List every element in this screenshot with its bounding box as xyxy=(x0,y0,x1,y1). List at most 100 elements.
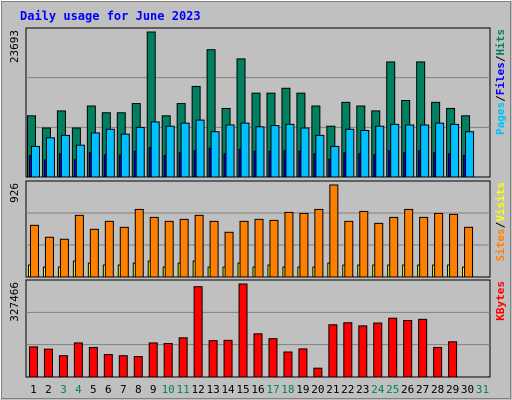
chart-panels: 23693Pages/Files/Hits926Sites/Visits3274… xyxy=(8,27,507,378)
bar-pages xyxy=(255,126,265,178)
bar-pages xyxy=(150,121,160,178)
day-label: 1 xyxy=(30,383,37,396)
bar-kbytes xyxy=(433,346,443,378)
bar-sites xyxy=(89,228,99,278)
legend-entry: Hits xyxy=(494,29,507,56)
day-label: 25 xyxy=(386,383,399,396)
day-label: 30 xyxy=(461,383,474,396)
bar-pages xyxy=(105,128,115,178)
day-label: 12 xyxy=(192,383,205,396)
legend-entry: / xyxy=(494,95,507,102)
bar-pages xyxy=(240,122,250,178)
bar-sites xyxy=(269,219,279,278)
bar-kbytes xyxy=(268,338,278,378)
day-label: 13 xyxy=(206,383,219,396)
day-label: 2 xyxy=(45,383,52,396)
chart-title: Daily usage for June 2023 xyxy=(20,9,201,23)
bar-pages xyxy=(300,127,310,178)
bar-sites xyxy=(239,220,249,278)
day-label: 19 xyxy=(296,383,309,396)
bar-pages xyxy=(465,131,475,178)
bar-pages xyxy=(405,124,415,178)
bar-pages xyxy=(450,123,460,178)
bar-kbytes xyxy=(253,333,263,378)
bar-pages xyxy=(390,123,400,178)
bar-pages xyxy=(315,134,325,178)
bar-sites xyxy=(329,184,339,278)
visits-panel: 926 Sites/Visits xyxy=(8,180,507,278)
series-sites xyxy=(29,184,474,278)
y-max-label: 23693 xyxy=(8,30,21,63)
legend-entry: Files xyxy=(494,62,507,95)
bar-pages xyxy=(375,125,385,178)
bar-sites xyxy=(299,212,309,278)
bar-sites xyxy=(74,214,84,278)
legend-entry: Pages xyxy=(494,102,507,135)
bar-sites xyxy=(449,213,459,278)
bar-sites xyxy=(59,238,69,278)
bar-sites xyxy=(134,208,144,278)
bar-kbytes xyxy=(28,346,38,378)
day-label: 17 xyxy=(266,383,279,396)
bar-pages xyxy=(60,134,70,178)
bar-sites xyxy=(254,218,264,278)
legend-entry: / xyxy=(494,55,507,62)
legend: Sites/Visits xyxy=(494,182,507,262)
bar-kbytes xyxy=(343,322,353,378)
day-label: 5 xyxy=(90,383,97,396)
bar-kbytes xyxy=(193,286,203,378)
bar-kbytes xyxy=(403,319,413,378)
bar-kbytes xyxy=(373,322,383,378)
bar-kbytes xyxy=(358,325,368,378)
legend-entry: Visits xyxy=(494,182,507,222)
series-kbytes xyxy=(28,283,458,378)
bar-kbytes xyxy=(178,337,188,378)
bar-sites xyxy=(104,220,114,278)
bar-pages xyxy=(180,122,190,178)
bar-pages xyxy=(435,122,445,178)
bar-sites xyxy=(164,220,174,278)
bar-pages xyxy=(90,132,100,178)
legend-entry: / xyxy=(494,221,507,228)
bar-kbytes xyxy=(208,340,218,378)
bar-sites xyxy=(284,211,294,278)
day-label: 21 xyxy=(326,383,339,396)
bar-pages xyxy=(420,124,430,178)
y-max-label: 926 xyxy=(8,183,21,203)
bar-sites xyxy=(404,208,414,278)
bar-sites xyxy=(119,226,129,278)
day-label: 28 xyxy=(431,383,444,396)
day-label: 16 xyxy=(251,383,264,396)
bar-pages xyxy=(330,145,340,178)
bar-kbytes xyxy=(223,339,233,378)
day-label: 7 xyxy=(120,383,127,396)
day-label: 22 xyxy=(341,383,354,396)
bar-sites xyxy=(314,208,324,278)
bar-pages xyxy=(270,125,280,178)
day-label: 9 xyxy=(150,383,157,396)
bar-pages xyxy=(225,124,235,178)
bar-pages xyxy=(75,144,85,178)
bar-sites xyxy=(179,218,189,278)
bar-pages xyxy=(285,123,295,178)
bar-sites xyxy=(389,216,399,278)
bar-sites xyxy=(224,231,234,278)
series-pages xyxy=(30,119,475,178)
legend-entry: KBytes xyxy=(494,281,507,321)
day-label: 29 xyxy=(446,383,459,396)
bar-sites xyxy=(359,210,369,278)
bar-kbytes xyxy=(58,355,68,378)
bar-kbytes xyxy=(298,348,308,378)
bar-kbytes xyxy=(118,355,128,378)
bar-sites xyxy=(419,216,429,278)
kbytes-panel: 327466 KBytes xyxy=(8,279,507,378)
bar-pages xyxy=(210,131,220,178)
day-label: 20 xyxy=(311,383,324,396)
legend-entry: Sites xyxy=(494,228,507,261)
bar-sites xyxy=(149,216,159,278)
bar-pages xyxy=(165,125,175,178)
day-label: 23 xyxy=(356,383,369,396)
